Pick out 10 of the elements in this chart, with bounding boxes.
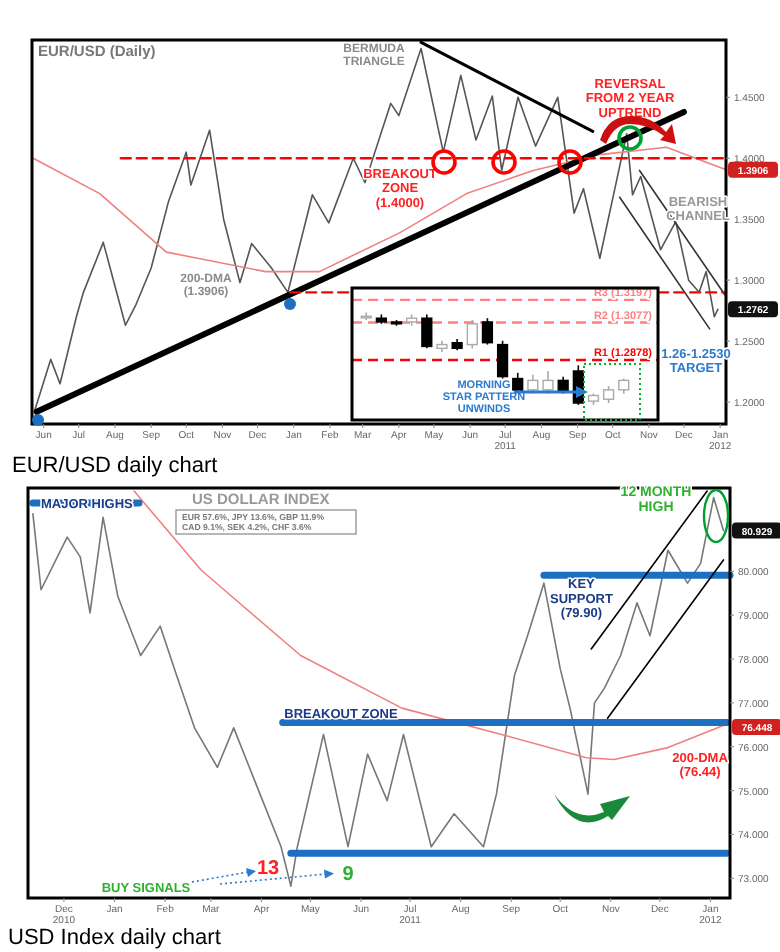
text: USD Index daily chart xyxy=(8,926,221,950)
annotation: 9 xyxy=(342,864,355,886)
candlestick xyxy=(481,317,494,346)
candlestick xyxy=(496,340,509,380)
line-series xyxy=(32,146,726,273)
text: EUR/USD daily chart xyxy=(12,454,218,478)
candlestick xyxy=(466,319,478,350)
candlestick xyxy=(421,313,433,350)
annotation: 13 xyxy=(256,858,280,880)
line-series xyxy=(133,490,726,761)
